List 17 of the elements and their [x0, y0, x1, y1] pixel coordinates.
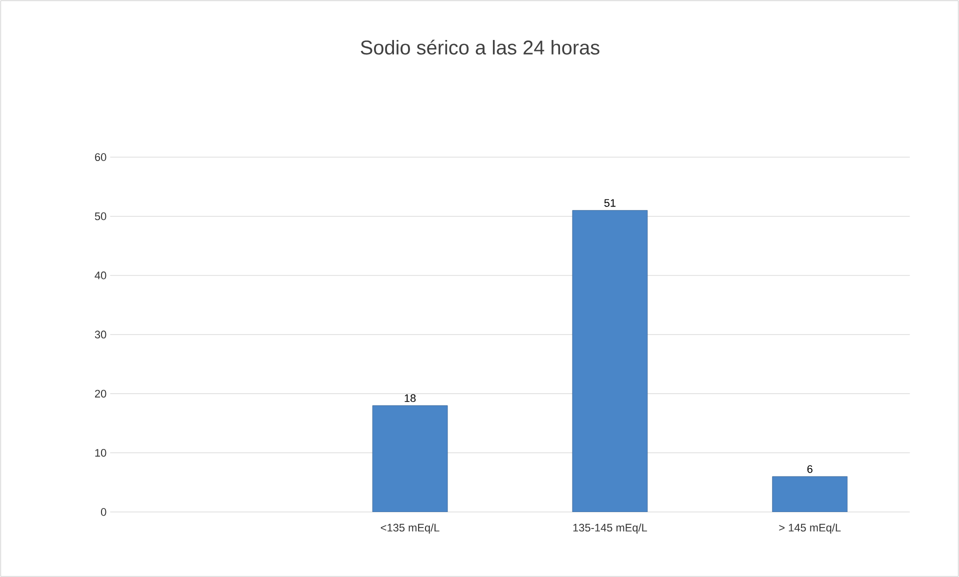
y-tick-label: 20 — [95, 390, 106, 398]
bar — [372, 405, 448, 512]
y-tick-label: 30 — [94, 330, 106, 338]
data-label: 51 — [604, 199, 616, 207]
x-tick-label: <135 mEq/L — [380, 523, 440, 534]
y-tick-label: 40 — [94, 271, 106, 280]
y-tick-label: 0 — [100, 508, 106, 516]
y-tick-label: 60 — [95, 153, 106, 161]
y-tick-label: 10 — [95, 448, 106, 457]
x-tick-label: 135-145 mEq/L — [573, 523, 648, 534]
y-tick-label: 50 — [94, 212, 106, 220]
bar — [572, 210, 648, 512]
chart-title: Sodio sérico a las 24 horas — [360, 40, 600, 55]
data-label: 18 — [404, 394, 416, 402]
data-label: 6 — [807, 465, 812, 473]
x-tick-label: > 145 mEq/L — [779, 523, 841, 534]
bar — [772, 476, 848, 512]
